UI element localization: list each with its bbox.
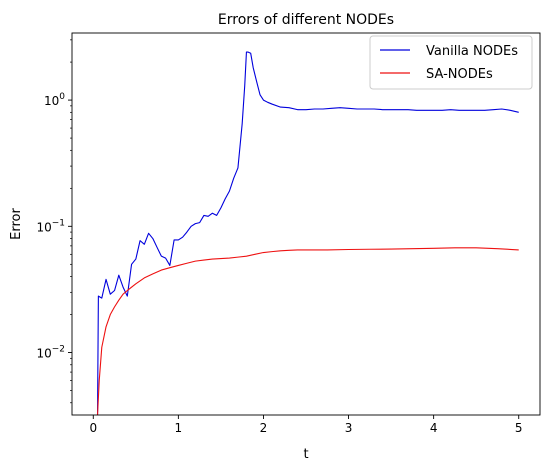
x-tick-label: 2 (260, 421, 268, 435)
series-line-sa-nodes (96, 247, 519, 415)
x-tick-label: 1 (175, 421, 183, 435)
x-tick-label: 5 (515, 421, 523, 435)
legend-label-vanilla-nodes: Vanilla NODEs (426, 44, 518, 59)
chart-title: Errors of different NODEs (218, 12, 394, 28)
y-tick-label: 10−2 (36, 345, 65, 361)
x-tick-label: 3 (345, 421, 353, 435)
y-tick-label: 10−1 (36, 218, 65, 234)
legend: Vanilla NODEs SA-NODEs (369, 35, 533, 90)
y-tick-label: 100 (44, 92, 65, 108)
x-axis: 0 1 2 3 4 5 (89, 415, 523, 435)
y-axis-label: Error (9, 208, 24, 240)
x-tick-label: 4 (430, 421, 438, 435)
x-axis-label: t (303, 447, 308, 462)
plot-frame (71, 32, 541, 416)
legend-label-sa-nodes: SA-NODEs (426, 67, 493, 82)
series-line-vanilla-nodes (96, 51, 519, 415)
legend-box (369, 35, 533, 90)
x-tick-label: 0 (89, 421, 97, 435)
y-axis: 10−2 10−1 100 (36, 39, 72, 404)
series-layer (96, 51, 519, 415)
